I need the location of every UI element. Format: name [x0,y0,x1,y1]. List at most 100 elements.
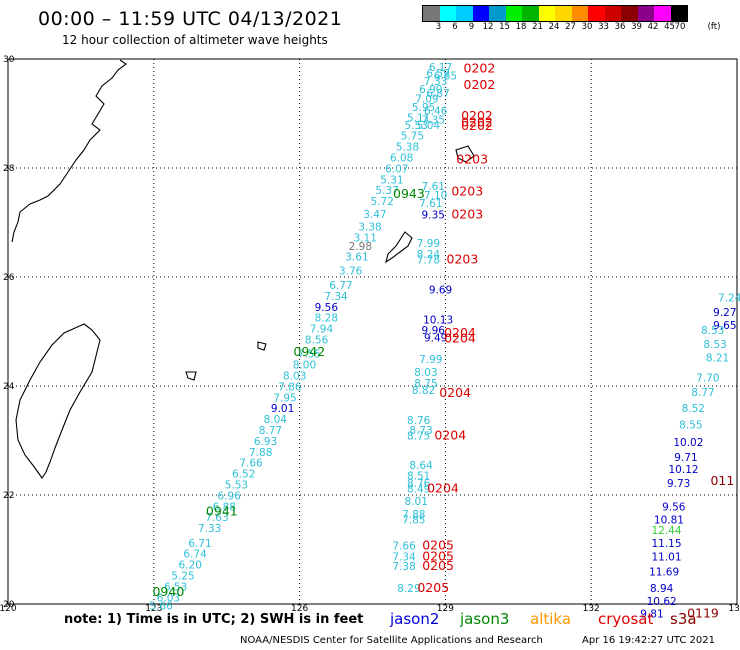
wave-height-value: 8.53 [701,325,724,337]
lon-label: 132 [583,604,600,614]
wave-height-value: 9.65 [713,320,736,332]
wave-height-value: 8.49 [407,483,430,495]
legend-swatch [654,6,671,21]
wave-height-value: 8.73 [409,425,432,437]
pass-time-label: 0119 [687,606,719,621]
legend-label: 18 [515,22,527,32]
pass-time-label: 0202 [464,61,496,76]
wave-height-value: 7.24 [718,293,740,305]
legend-swatch [505,6,522,21]
wave-height-value: 7.70 [696,373,719,385]
wave-height-value: 11.69 [649,567,679,579]
wave-height-value: 5.66 [149,600,173,612]
wave-height-value: 6.59 [426,68,449,80]
wave-height-value: 6.93 [254,436,277,448]
map-title: 00:00 – 11:59 UTC 04/13/2021 [38,8,343,30]
wave-height-value: 8.00 [293,360,316,372]
lat-label: 22 [3,491,14,501]
wave-height-value: 5.04 [417,120,441,132]
wave-height-value: 9.01 [271,403,294,415]
legend-swatch [571,6,588,21]
legend-label: 36 [614,22,626,32]
legend-label: 42 [647,22,659,32]
wave-height-value: 9.69 [429,284,452,296]
wave-height-value: 7.66 [239,458,263,470]
lat-label: 26 [3,273,15,283]
satellite-altika: altika [530,610,572,628]
wave-height-value: 8.76 [407,415,431,427]
wave-height-value: 3.61 [345,252,368,264]
wave-height-value: 5.72 [371,196,394,208]
wave-height-value: 7.94 [310,324,334,336]
wave-height-value: 8.75 [407,430,430,442]
wave-height-value: 5.38 [396,142,419,154]
legend-label: 12 [482,22,494,32]
wave-height-value: 8.56 [305,334,329,346]
wave-height-value: 6.77 [329,280,352,292]
wave-height-value: 7.88 [402,509,425,521]
wave-height-value: 7.85 [402,514,425,526]
wave-height-value: 8.03 [414,367,437,379]
wave-height-value: 2.98 [349,241,372,253]
wave-height-value: 7.88 [249,447,272,459]
wave-height-value: 8.29 [397,583,420,595]
wave-height-value: 6.96 [217,490,241,502]
legend-swatch [489,6,506,21]
wave-height-value: 7.95 [273,392,296,404]
wave-height-value: 8.55 [679,420,702,432]
wave-height-value: 7.34 [392,551,416,563]
okinawa-island [385,231,413,264]
wave-height-value: 7.61 [419,198,442,210]
wave-height-value: 9.35 [422,210,445,222]
legend-swatch [604,6,621,21]
lon-label: 126 [291,604,308,614]
pass-time-label: 0940 [152,584,184,599]
legend-label: 39 [631,22,642,32]
wave-height-value: 6.03 [157,592,180,604]
amami-island [455,145,475,163]
legend-label: 21 [532,22,543,32]
wave-height-value: 7.10 [424,190,447,202]
legend-label: 33 [598,22,609,32]
wave-height-value: 11.15 [651,538,681,550]
wave-height-value: 7.33 [424,76,447,88]
wave-height-value: 9.49 [424,332,447,344]
wave-height-value: 7.99 [419,354,442,366]
pass-time-label: 0202 [464,77,496,92]
map-subtitle: 12 hour collection of altimeter wave hei… [62,33,328,47]
wave-height-value: 7.86 [278,381,302,393]
credit-line: NOAA/NESDIS Center for Satellite Applica… [240,635,543,646]
wave-height-value: 5.11 [407,113,430,125]
wave-height-value: 10.62 [647,596,677,608]
footer-note: note: 1) Time is in UTC; 2) SWH is in fe… [64,612,364,627]
wave-height-value: 8.76 [407,478,431,490]
pass-time-label: 0202 [461,118,493,133]
wave-height-value: 11.01 [651,551,681,563]
wave-height-value: 7.55 [298,349,321,361]
legend-swatch [621,6,638,21]
wave-height-value: 10.13 [423,314,453,326]
legend-label: 27 [565,22,576,32]
wave-height-value: 3.76 [339,265,363,277]
wave-height-value: 7.63 [205,512,228,524]
pass-time-label: 0205 [422,558,454,573]
wave-height-value: 8.64 [409,460,433,472]
wave-height-value: 9.73 [667,478,690,490]
altimeter-tracks: 6.176.597.336.907.095.955.115.535.755.38… [149,62,740,621]
wave-height-value: 8.01 [405,496,428,508]
satellite-s3a: s3a [670,610,697,628]
wave-height-value: 3.11 [354,233,377,245]
pass-time-label: 0205 [422,538,454,553]
taiwan-coastline [15,323,101,479]
lat-label: 24 [3,382,15,392]
wave-height-value: 7.35 [422,114,445,126]
pass-time-label: 0204 [439,385,471,400]
pass-time-label: 0203 [447,251,479,266]
pass-time-label: 0943 [393,186,425,201]
wave-height-value: 8.94 [650,583,674,595]
wave-height-value: 8.53 [703,339,726,351]
wave-height-value: 6.08 [390,152,413,164]
lat-label: 20 [3,600,15,610]
pass-time-label: 0202 [461,108,493,123]
wave-height-value: 5.37 [375,185,398,197]
